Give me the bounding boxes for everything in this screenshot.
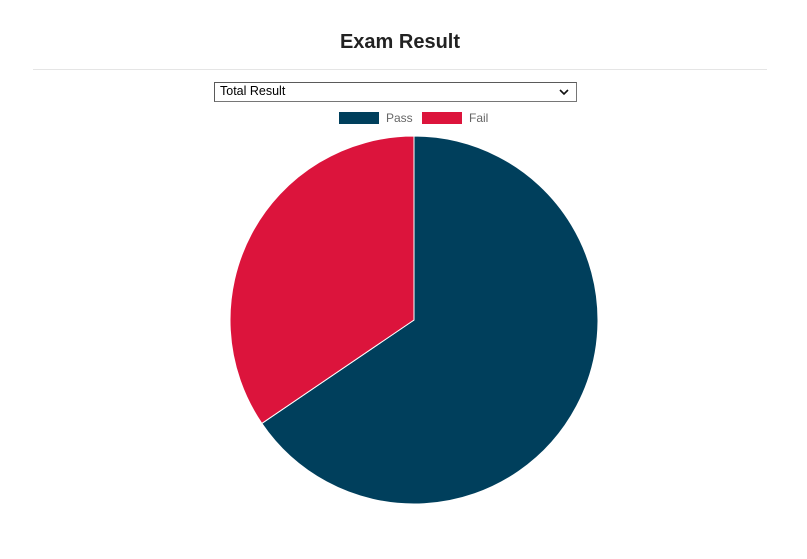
legend-label-pass: Pass <box>386 111 413 125</box>
legend-swatch-fail <box>422 112 462 124</box>
result-type-select[interactable]: Total Result <box>214 82 577 102</box>
legend-swatch-pass <box>339 112 379 124</box>
legend-label-fail: Fail <box>469 111 489 125</box>
pie-slice-fail[interactable] <box>229 135 415 425</box>
chevron-down-icon <box>559 89 569 96</box>
pie-slice-pass[interactable] <box>261 135 599 505</box>
result-type-selected-value: Total Result <box>220 84 286 98</box>
page-title: Exam Result <box>339 31 461 53</box>
header-divider <box>33 69 767 70</box>
